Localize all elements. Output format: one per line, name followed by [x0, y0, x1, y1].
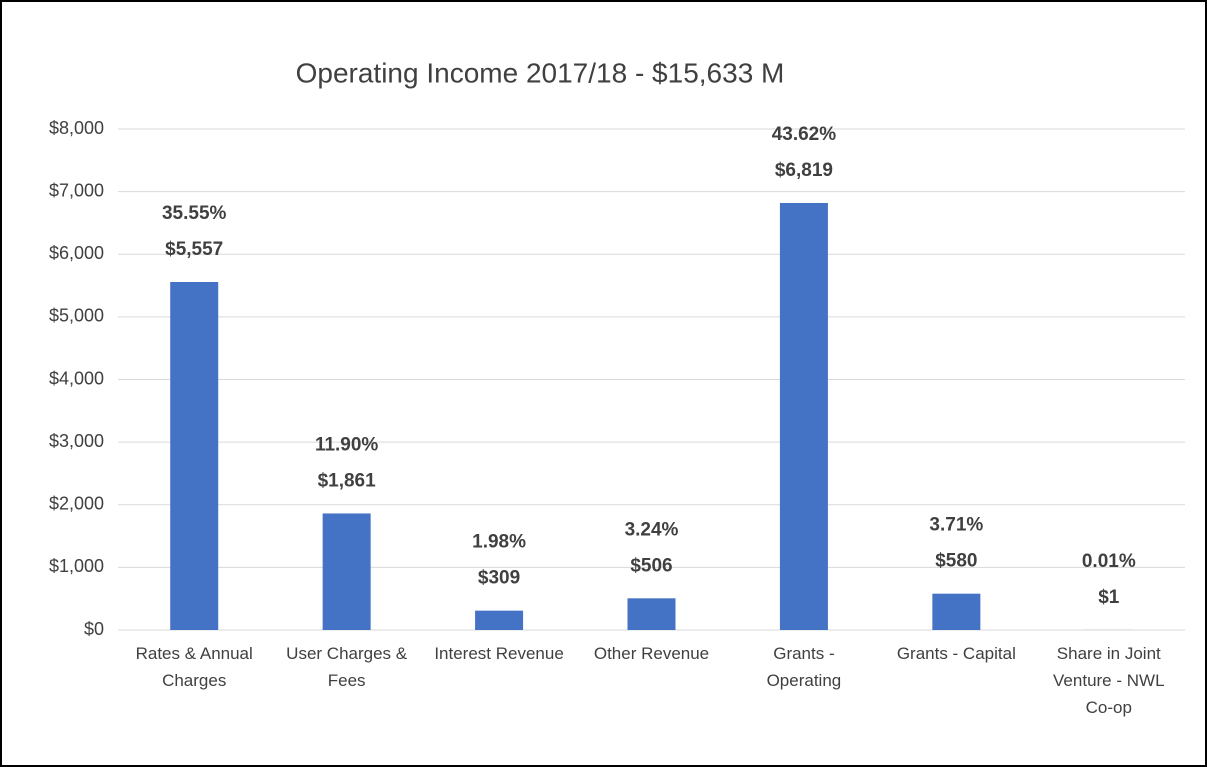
x-tick-label: Grants - Operating — [766, 644, 842, 690]
data-label: $6,819 — [775, 160, 833, 181]
data-label: $1 — [1098, 587, 1120, 608]
x-tick-label: Rates & Annual Charges — [135, 644, 253, 690]
y-tick-label: $3,000 — [49, 431, 104, 451]
bar — [627, 598, 676, 630]
x-tick-label: Other Revenue — [593, 644, 710, 663]
y-tick-label: $7,000 — [49, 180, 104, 200]
y-tick-label: $1,000 — [49, 556, 104, 576]
percentage-label: 1.98% — [472, 532, 526, 553]
data-label: $1,861 — [318, 470, 377, 491]
bar — [932, 593, 981, 630]
percentage-label: 0.01% — [1082, 551, 1136, 572]
bar — [322, 513, 371, 630]
y-tick-label: $4,000 — [49, 368, 104, 388]
x-tick-label: Share in Joint Venture - NWL Co-op — [1053, 644, 1165, 717]
y-tick-label: $2,000 — [49, 494, 104, 514]
x-tick-label: Interest Revenue — [434, 644, 564, 663]
y-tick-label: $5,000 — [49, 306, 104, 326]
data-label: $309 — [478, 568, 520, 589]
percentage-label: 3.71% — [929, 515, 983, 536]
data-label: $580 — [935, 551, 977, 572]
chart-title: Operating Income 2017/18 - $15,633 M — [296, 57, 785, 88]
y-tick-label: $0 — [84, 619, 104, 639]
data-label: $5,557 — [165, 239, 223, 260]
data-label: $506 — [630, 555, 672, 576]
percentage-label: 35.55% — [162, 203, 227, 224]
x-tick-label: Grants - Capital — [896, 644, 1016, 663]
bar — [779, 202, 828, 630]
x-tick-label: User Charges & Fees — [286, 644, 408, 690]
y-tick-label: $6,000 — [49, 243, 104, 263]
y-tick-label: $8,000 — [49, 118, 104, 138]
percentage-label: 3.24% — [625, 519, 679, 540]
percentage-label: 43.62% — [772, 124, 837, 145]
bar — [475, 610, 524, 630]
percentage-label: 11.90% — [315, 434, 378, 455]
bar — [170, 281, 219, 630]
